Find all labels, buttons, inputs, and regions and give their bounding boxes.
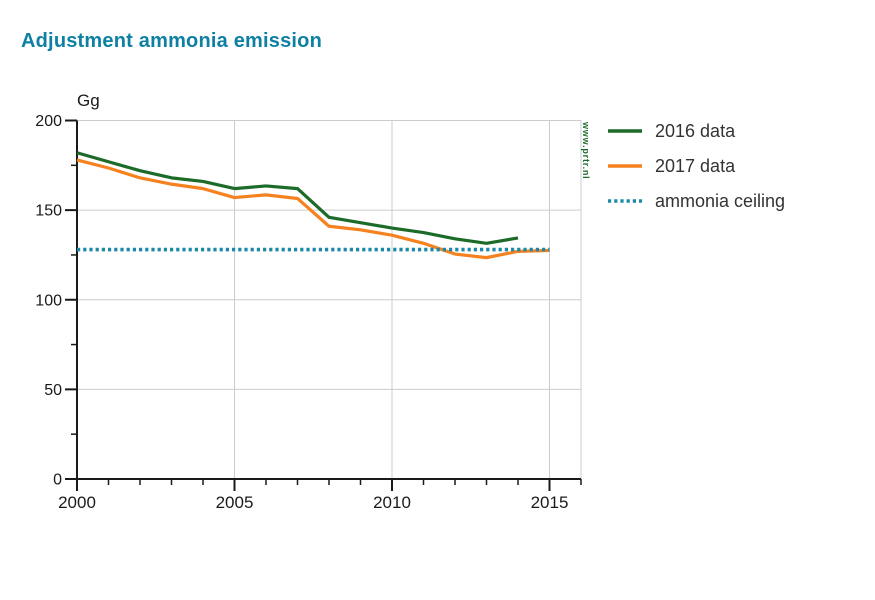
legend-line-2016-icon — [608, 129, 642, 133]
legend-label-2017-data: 2017 data — [655, 155, 736, 176]
svg-text:50: 50 — [44, 382, 62, 399]
svg-text:100: 100 — [35, 292, 62, 309]
series-2017-data — [76, 158, 550, 260]
y-tick-labels: 0 50 100 150 200 — [35, 113, 62, 489]
y-axis-unit-label: Gg — [77, 91, 100, 110]
legend-item-2016-data: 2016 data — [608, 119, 785, 143]
gridlines — [77, 120, 582, 479]
legend-label-2016-data: 2016 data — [655, 120, 736, 141]
svg-text:0: 0 — [53, 472, 62, 489]
page-title: Adjustment ammonia emission — [21, 30, 323, 52]
watermark: www.prtr.nl — [581, 121, 591, 179]
svg-text:150: 150 — [35, 203, 62, 220]
legend-dotted-line-icon — [608, 199, 642, 203]
axis-ticks — [65, 119, 582, 491]
svg-text:2005: 2005 — [216, 493, 254, 512]
svg-text:2010: 2010 — [373, 493, 411, 512]
svg-text:2015: 2015 — [531, 493, 569, 512]
legend-item-ammonia-ceiling: ammonia ceiling — [608, 189, 785, 213]
legend-line-2017-icon — [608, 164, 642, 168]
legend-label-ammonia-ceiling: ammonia ceiling — [655, 190, 786, 211]
legend-item-2017-data: 2017 data — [608, 154, 785, 178]
axes — [65, 120, 581, 491]
x-tick-labels: 2000 2005 2010 2015 — [58, 493, 568, 512]
svg-text:www.prtr.nl: www.prtr.nl — [581, 121, 591, 179]
chart-legend: 2016 data 2017 data ammonia ceiling — [608, 119, 785, 213]
svg-text:Gg: Gg — [77, 91, 100, 110]
svg-text:2000: 2000 — [58, 493, 96, 512]
series-2016-data — [76, 151, 519, 245]
svg-text:200: 200 — [35, 113, 62, 130]
